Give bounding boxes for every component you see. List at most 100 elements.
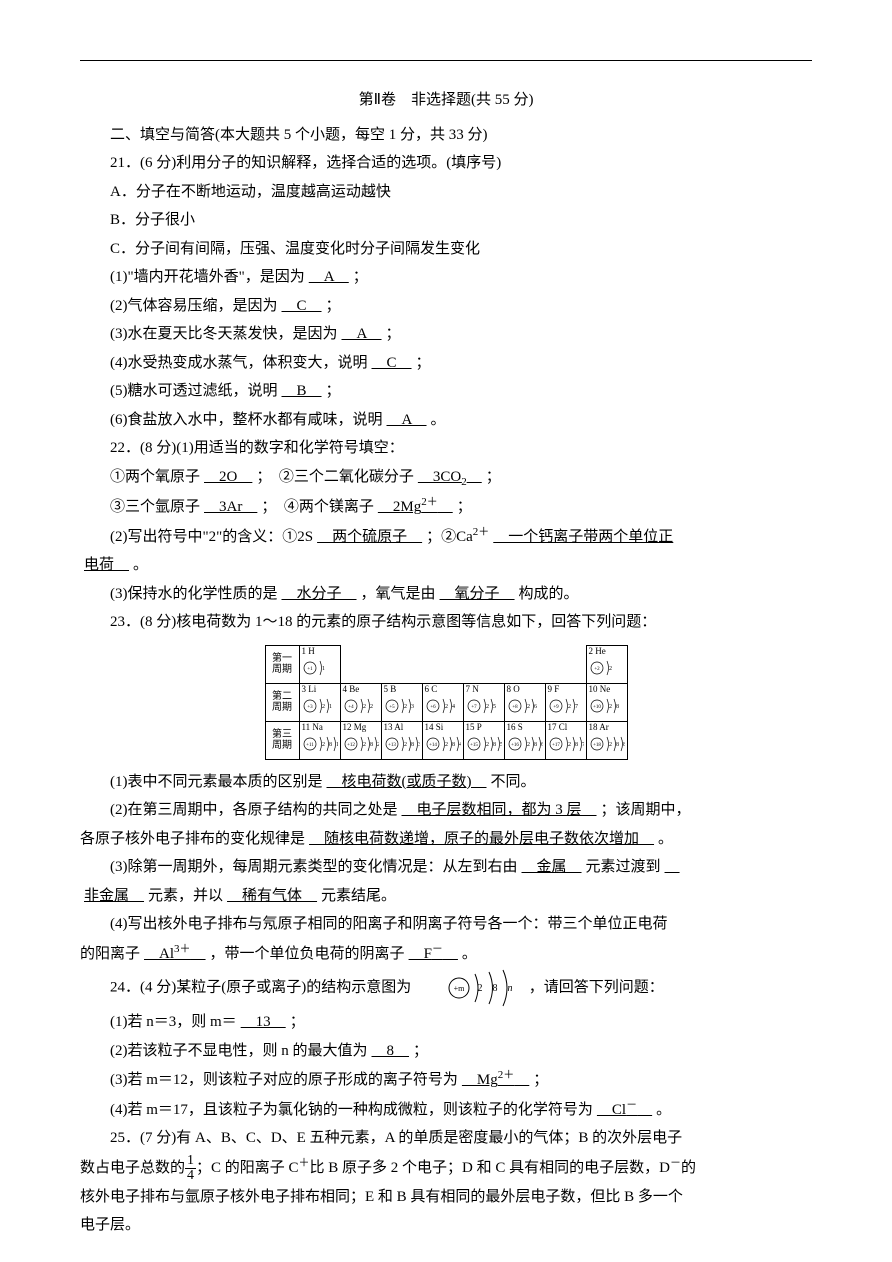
q24-4: (4)若 m＝17，且该粒子为氯化钠的一种构成微粒，则该粒子的化学符号为 Cl－…	[80, 1095, 812, 1125]
text: ；	[326, 298, 341, 314]
svg-text:2: 2	[363, 742, 366, 748]
svg-text:+13: +13	[388, 743, 396, 748]
text: ，氧气是由	[361, 586, 436, 602]
text: ；	[290, 1014, 305, 1030]
element-cell	[463, 645, 504, 683]
svg-text:1: 1	[329, 704, 332, 710]
answer: 核电荷数(或质子数)	[323, 774, 491, 790]
q25-l4: 电子层。	[80, 1211, 812, 1240]
svg-text:2: 2	[404, 704, 407, 710]
svg-text:8: 8	[616, 704, 619, 710]
section-heading: 二、填空与简答(本大题共 5 个小题，每空 1 分，共 33 分)	[80, 121, 812, 150]
q23-4a: (4)写出核外电子排布与氖原子相同的阳离子和阴离子符号各一个：带三个单位正电荷	[80, 910, 812, 939]
text: 元素，并以	[148, 888, 223, 904]
svg-text:1: 1	[322, 666, 325, 672]
q23-stem: 23．(8 分)核电荷数为 1～18 的元素的原子结构示意图等信息如下，回答下列…	[80, 608, 812, 637]
svg-text:3: 3	[411, 704, 414, 710]
text: ，带一个单位负电荷的阴离子	[210, 946, 405, 962]
text: (1)表中不同元素最本质的区别是	[110, 774, 323, 790]
q21-6: (6)食盐放入水中，整杯水都有咸味，说明 A 。	[80, 406, 812, 435]
answer: 电子层数相同，都为 3 层	[398, 802, 601, 818]
periodic-table: 第一周期1 H+112 He+22第二周期3 Li+3214 Be+4225 B…	[265, 645, 628, 760]
svg-text:2: 2	[486, 742, 489, 748]
answer: 8	[368, 1043, 414, 1059]
svg-text:2: 2	[322, 742, 325, 748]
text: (5)糖水可透过滤纸，说明	[110, 383, 278, 399]
q23-1: (1)表中不同元素最本质的区别是 核电荷数(或质子数) 不同。	[80, 768, 812, 797]
svg-text:7: 7	[582, 742, 584, 748]
svg-text:2: 2	[445, 704, 448, 710]
q21-1: (1)"墙内开花墙外香"，是因为 A ；	[80, 263, 812, 292]
svg-text:2: 2	[445, 742, 448, 748]
svg-text:+10: +10	[593, 705, 601, 710]
svg-text:+8: +8	[512, 705, 518, 710]
svg-text:7: 7	[575, 704, 578, 710]
q21-optC: C．分子间有间隔，压强、温度变化时分子间隔发生变化	[80, 235, 812, 264]
element-cell: 17 Cl+17287	[545, 721, 586, 759]
text: 各原子核外电子排布的变化规律是	[80, 831, 305, 847]
q23-2b: 各原子核外电子排布的变化规律是 随核电荷数递增，原子的最外层电子数依次增加 。	[80, 825, 812, 854]
element-cell: 9 F+927	[545, 683, 586, 721]
q23-4b: 的阳离子 Al3＋ ，带一个单位负电荷的阴离子 F－ 。	[80, 939, 812, 969]
q25-l2: 数占电子总数的14；C 的阳离子 C＋比 B 原子多 2 个电子；D 和 C 具…	[80, 1153, 812, 1183]
q23-3b: 非金属 元素，并以 稀有气体 元素结尾。	[80, 882, 812, 911]
answer: Cl－	[593, 1102, 656, 1118]
svg-text:+2: +2	[594, 667, 600, 672]
svg-text:2: 2	[527, 704, 530, 710]
text: ①两个氧原子	[110, 469, 200, 485]
period-label: 第二周期	[265, 683, 299, 721]
svg-text:2: 2	[322, 704, 325, 710]
q23-2a: (2)在第三周期中，各原子结构的共同之处是 电子层数相同，都为 3 层 ；该周期…	[80, 796, 812, 825]
q21-5: (5)糖水可透过滤纸，说明 B ；	[80, 377, 812, 406]
text: ；	[353, 269, 368, 285]
answer: Mg2＋	[458, 1072, 533, 1088]
text: (3)若 m＝12，则该粒子对应的原子形成的离子符号为	[110, 1072, 458, 1088]
answer: A	[305, 269, 353, 285]
answer: 两个硫原子	[313, 529, 426, 545]
text: 。	[133, 557, 148, 573]
answer: C	[278, 298, 326, 314]
text: (6)食盐放入水中，整杯水都有咸味，说明	[110, 412, 383, 428]
text: 元素结尾。	[321, 888, 396, 904]
svg-text:+1: +1	[307, 667, 313, 672]
element-cell: 10 Ne+1028	[586, 683, 627, 721]
element-cell: 1 H+11	[299, 645, 340, 683]
top-rule	[80, 60, 812, 61]
svg-text:+12: +12	[347, 743, 355, 748]
answer: 随核电荷数递增，原子的最外层电子数依次增加	[305, 831, 658, 847]
text: 比 B 原子多 2 个电子；D 和 C 具有相同的电子层数，D	[310, 1160, 670, 1176]
element-cell: 8 O+826	[504, 683, 545, 721]
text: ；②Ca	[426, 529, 473, 545]
svg-text:8: 8	[492, 983, 497, 994]
svg-text:2: 2	[404, 742, 407, 748]
text: ③三个氩原子	[110, 499, 200, 515]
svg-text:8: 8	[411, 742, 414, 748]
text: 的	[681, 1160, 696, 1176]
answer: 一个钙离子带两个单位正	[489, 529, 677, 545]
element-cell: 4 Be+422	[340, 683, 381, 721]
element-cell: 12 Mg+12282	[340, 721, 381, 759]
svg-text:2: 2	[568, 704, 571, 710]
q21-stem: 21．(6 分)利用分子的知识解释，选择合适的选项。(填序号)	[80, 149, 812, 178]
text: 。	[431, 412, 446, 428]
q21-optB: B．分子很小	[80, 206, 812, 235]
q22-l1: ①两个氧原子 2O ； ②三个二氧化碳分子 3CO2 ；	[80, 463, 812, 493]
svg-text:8: 8	[493, 742, 496, 748]
element-cell	[422, 645, 463, 683]
q22-3: (3)保持水的化学性质的是 水分子 ，氧气是由 氧分子 构成的。	[80, 580, 812, 609]
answer: 3CO2	[414, 469, 486, 485]
q22-l2: ③三个氩原子 3Ar ； ④两个镁离子 2Mg2＋ ；	[80, 492, 812, 522]
text: (2)写出符号中"2"的含义：①2S	[110, 529, 313, 545]
element-cell: 3 Li+321	[299, 683, 340, 721]
text: 。	[656, 1102, 671, 1118]
text: ；C 的阳离子 C	[196, 1160, 299, 1176]
element-cell: 6 C+624	[422, 683, 463, 721]
svg-text:2: 2	[568, 742, 571, 748]
element-cell: 2 He+22	[586, 645, 627, 683]
answer: 3Ar	[200, 499, 261, 515]
answer: Al3＋	[140, 946, 210, 962]
svg-text:8: 8	[616, 742, 619, 748]
text: 不同。	[491, 774, 536, 790]
text: 。	[658, 831, 673, 847]
q24-3: (3)若 m＝12，则该粒子对应的原子形成的离子符号为 Mg2＋ ；	[80, 1065, 812, 1095]
